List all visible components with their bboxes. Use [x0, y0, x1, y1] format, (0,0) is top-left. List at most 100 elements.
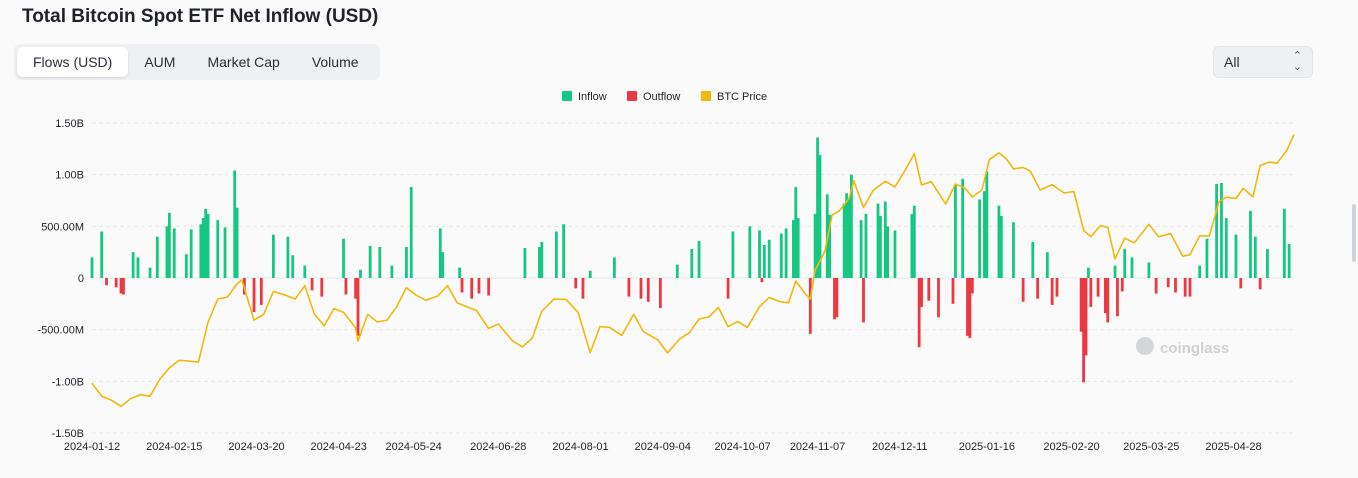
inflow-bar [359, 269, 362, 278]
outflow-bar [1166, 278, 1170, 288]
outflow-bar [833, 278, 836, 320]
x-tick-label: 2024-04-23 [311, 441, 367, 453]
inflow-bar [438, 228, 442, 278]
inflow-bar [368, 245, 372, 278]
time-range-value: All [1224, 54, 1240, 70]
inflow-bar [1265, 249, 1269, 278]
inflow-bar [201, 218, 205, 278]
inflow-bar [409, 187, 413, 278]
y-tick-label: -1.00B [52, 376, 84, 388]
inflow-bar [235, 207, 239, 278]
outflow-bar [1106, 278, 1110, 323]
outflow-bar [835, 278, 839, 318]
outflow-bar [1079, 278, 1083, 332]
outflow-bar [354, 278, 358, 299]
outflow-bar [344, 278, 348, 295]
inflow-bar [784, 228, 788, 278]
inflow-bar [999, 216, 1003, 278]
tab-volume[interactable]: Volume [311, 54, 359, 70]
outflow-bar [460, 278, 464, 293]
inflow-bar [675, 264, 679, 278]
inflow-bar [199, 224, 203, 278]
inflow-bar [883, 201, 887, 278]
inflow-bar [1282, 208, 1286, 278]
outflow-bar [1154, 278, 1158, 294]
inflow-bar [1012, 222, 1015, 278]
inflow-bar [825, 194, 829, 278]
outflow-bar [1183, 278, 1187, 297]
chart-legend: Inflow Outflow BTC Price [562, 91, 767, 103]
x-tick-label: 2025-03-25 [1123, 441, 1179, 453]
outflow-bar [1036, 278, 1040, 299]
flow-bars [90, 137, 1291, 383]
inflow-bar [223, 227, 227, 278]
inflow-bar [912, 205, 916, 278]
x-tick-label: 2024-03-20 [228, 441, 284, 453]
x-axis: 2024-01-12 2024-02-15 2024-03-20 2024-04-23… [64, 441, 1262, 453]
inflow-bar [818, 155, 822, 278]
y-tick-label: 1.00B [55, 170, 84, 182]
y-axis: 1.50B 1.00B 500.00M 0 -500.00M -1.00B -1.50B [38, 118, 84, 440]
x-tick-label: 2024-08-01 [552, 441, 608, 453]
inflow-bar [828, 214, 832, 278]
inflow-bar [167, 212, 171, 278]
inflow-bar [997, 205, 1001, 278]
outflow-bar [1021, 278, 1025, 302]
inflow-bar [148, 267, 152, 278]
inflow-bar [1234, 234, 1238, 278]
inflow-bar [762, 244, 766, 278]
outflow-bar [726, 278, 730, 299]
inflow-bar [458, 267, 462, 278]
inflow-bar [879, 216, 882, 278]
x-tick-label: 2024-06-28 [470, 441, 526, 453]
outflow-bar [1188, 278, 1192, 297]
inflow-bar [1123, 249, 1127, 278]
outflow-bar [968, 278, 972, 338]
outflow-bar [920, 278, 923, 307]
outflow-bar [259, 278, 263, 305]
tab-flows-usd[interactable]: Flows (USD) [17, 47, 129, 77]
outflow-bar [320, 278, 324, 297]
outflow-bar [252, 278, 256, 313]
inflow-bar [286, 236, 290, 278]
inflow-bar [697, 240, 701, 278]
outflow-bar [1089, 278, 1093, 307]
outflow-bar [122, 278, 125, 295]
legend-label-btc-price: BTC Price [717, 91, 767, 103]
inflow-bar [859, 220, 863, 278]
outflow-bar [808, 278, 812, 334]
legend-swatch-btc-price [701, 91, 711, 101]
inflow-bar [1147, 262, 1151, 278]
inflow-bar [131, 252, 135, 278]
inflow-bar [554, 231, 558, 278]
outflow-bar [1258, 278, 1262, 290]
inflow-bar [538, 247, 541, 278]
outflow-bar [646, 278, 650, 302]
outflow-bar [574, 278, 578, 289]
inflow-bar [985, 171, 989, 278]
inflow-bar [206, 213, 210, 278]
inflow-bar [100, 231, 104, 278]
time-range-select[interactable]: All ⌃ ⌄ [1213, 46, 1313, 78]
inflow-bar [1087, 267, 1090, 278]
btc-price-line [91, 134, 1295, 408]
chart-title: Total Bitcoin Spot ETF Net Inflow (USD) [22, 6, 379, 27]
inflow-bar [961, 178, 965, 278]
outflow-bar [1174, 278, 1177, 293]
x-tick-label: 2024-09-04 [635, 441, 691, 453]
inflow-bar [136, 257, 140, 278]
inflow-bar [893, 230, 897, 278]
tab-aum[interactable]: AUM [144, 54, 176, 70]
legend-swatch-inflow [562, 91, 572, 101]
outflow-bar [1103, 278, 1107, 314]
chart-gridlines [92, 122, 1294, 434]
inflow-bar [378, 247, 382, 278]
y-tick-label: 1.50B [55, 118, 84, 130]
inflow-bar [748, 226, 752, 278]
tab-market-cap[interactable]: Market Cap [207, 54, 280, 70]
legend-swatch-outflow [627, 91, 637, 101]
x-tick-label: 2024-10-07 [714, 441, 770, 453]
inflow-bar [612, 257, 616, 278]
page-scrollbar[interactable] [1352, 204, 1356, 262]
inflow-bar [842, 203, 846, 278]
